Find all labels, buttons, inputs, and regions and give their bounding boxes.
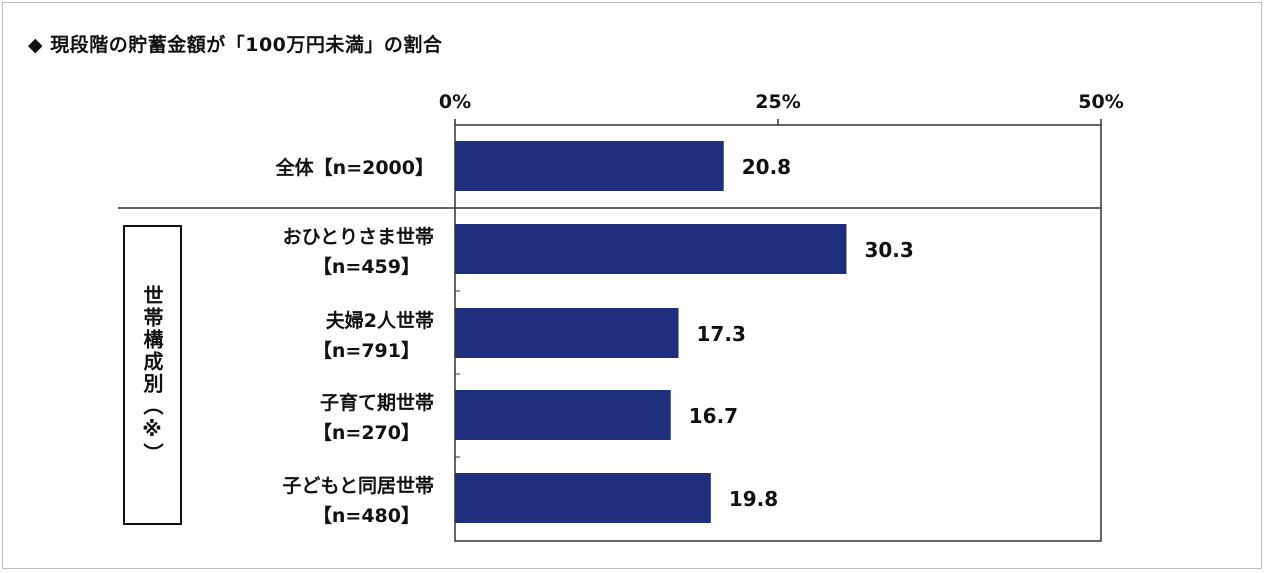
bar [455, 390, 671, 440]
bar [455, 224, 847, 274]
x-tick-label: 0% [439, 91, 471, 113]
bar [455, 473, 711, 523]
category-label: おひとりさま世帯 [283, 225, 434, 248]
chart-title: ◆ 現段階の貯蓄金額が「100万円未満」の割合 [28, 34, 443, 56]
value-label: 20.8 [742, 155, 791, 179]
category-label: 夫婦2人世帯 [326, 309, 434, 332]
value-label: 16.7 [689, 404, 738, 428]
category-sample-size: 【n=459】 [313, 255, 420, 278]
value-label: 19.8 [729, 487, 778, 511]
group-label: 世帯構成別（※） [140, 285, 164, 465]
group-label-box [123, 225, 182, 525]
category-label: 子育て期世帯 [320, 391, 434, 414]
x-tick-label: 25% [755, 91, 800, 113]
value-label: 17.3 [697, 322, 746, 346]
category-sample-size: 【n=270】 [313, 421, 420, 444]
category-sample-size: 【n=791】 [313, 339, 420, 362]
bar [455, 308, 679, 358]
category-label: 全体【n=2000】 [275, 156, 434, 179]
value-label: 30.3 [864, 238, 913, 262]
category-sample-size: 【n=480】 [313, 504, 420, 527]
bar [455, 141, 724, 191]
category-label: 子どもと同居世帯 [282, 474, 434, 497]
x-tick-label: 50% [1078, 91, 1123, 113]
